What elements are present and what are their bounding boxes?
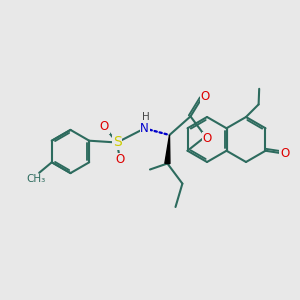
- Text: CH₃: CH₃: [26, 174, 45, 184]
- Text: S: S: [112, 136, 122, 149]
- Text: O: O: [116, 153, 124, 167]
- Polygon shape: [165, 135, 170, 164]
- Text: N: N: [140, 122, 149, 135]
- Text: O: O: [203, 132, 212, 146]
- Text: O: O: [100, 120, 109, 134]
- Text: H: H: [142, 112, 150, 122]
- Text: O: O: [201, 90, 210, 104]
- Text: O: O: [280, 147, 289, 160]
